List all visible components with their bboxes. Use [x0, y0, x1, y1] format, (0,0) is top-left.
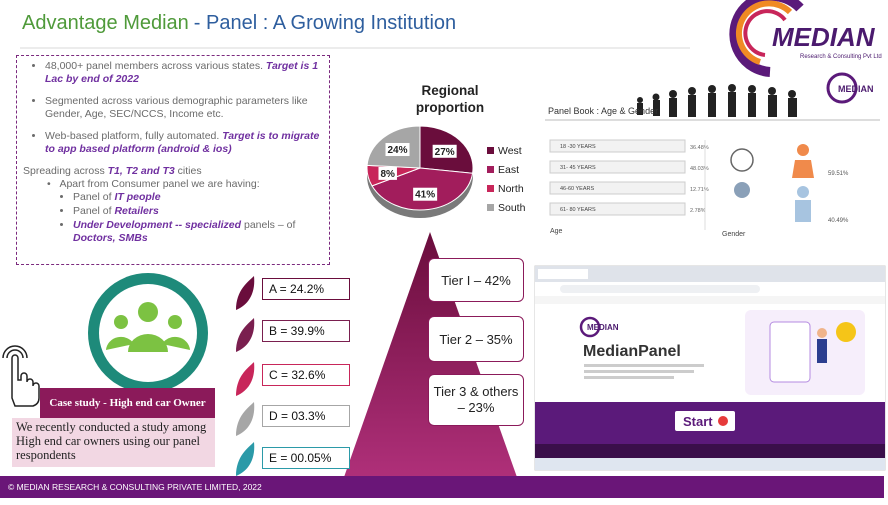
age-row — [549, 139, 686, 153]
legend-swatch — [487, 166, 494, 173]
grade-box: B = 39.9% — [262, 320, 350, 342]
item-text: Panel of — [73, 191, 112, 203]
item-emphasis: Under Development -- — [73, 219, 183, 231]
item-text: panels – of — [243, 219, 296, 231]
item-emphasis: specialized — [185, 219, 242, 231]
other-panels-intro: • Apart from Consumer panel we are havin… — [47, 178, 260, 190]
svg-text:MEDIAN: MEDIAN — [838, 84, 874, 94]
legend-label: North — [498, 183, 524, 195]
age-range: 18 -30 YEARS — [560, 144, 596, 150]
point-emphasis: Target is to migrate to app based platfo… — [45, 130, 320, 155]
point: 48,000+ panel members across various sta… — [45, 60, 323, 86]
age-row — [549, 181, 686, 195]
age-share: 36.48% — [690, 145, 709, 151]
point-text: 48,000+ panel members across various sta… — [45, 60, 263, 72]
app-button[interactable]: Start — [683, 414, 713, 429]
age-range: 46-60 YEARS — [560, 186, 594, 192]
gender-share: 59.51% — [828, 171, 849, 177]
leaves — [236, 276, 255, 476]
legend-swatch — [487, 147, 494, 154]
intro-text: Apart from Consumer panel we are having: — [59, 178, 260, 190]
footer: © MEDIAN RESEARCH & CONSULTING PRIVATE L… — [0, 476, 884, 498]
panel-item: Panel of Retailers — [73, 205, 323, 218]
age-share: 48.03% — [690, 166, 709, 172]
age-share: 12.71% — [690, 187, 709, 193]
pie-label: 24% — [387, 145, 407, 156]
panel-book-image: MEDIAN Panel Book : Age & Gender 18 -30 … — [540, 72, 885, 248]
age-share: 2.78% — [690, 208, 706, 214]
logo: MEDIAN Research & Consulting Pvt Ltd — [729, 0, 882, 77]
legend-label: West — [498, 145, 522, 157]
case-study-text: We recently conducted a study among High… — [12, 418, 215, 467]
case-study-title: Case study - High end car Owner — [40, 388, 215, 418]
legend-swatch — [487, 204, 494, 211]
pie-label-bg — [385, 143, 410, 157]
item-text: Panel of — [73, 205, 112, 217]
panel-icon — [88, 273, 208, 393]
grade-box: C = 32.6% — [262, 364, 350, 386]
legend-label: East — [498, 164, 519, 176]
title: Advantage Median - Panel : A Growing Inst… — [22, 12, 456, 35]
tier-box: Tier 2 – 35% — [428, 316, 524, 362]
pie-label-bg — [378, 166, 397, 180]
spread-emphasis: T1, T2 and T3 — [107, 165, 175, 177]
pie-label: 41% — [415, 190, 435, 201]
grade-box: D = 03.3% — [262, 405, 350, 427]
title-rest: - Panel : A Growing Institution — [193, 12, 457, 34]
pie-label-bg — [432, 144, 457, 158]
item-emphasis: Retailers — [114, 205, 159, 217]
gender-label: Gender — [722, 231, 746, 238]
pie-label-bg — [413, 187, 438, 201]
hand-icon — [2, 345, 40, 407]
spread-text: Spreading across — [23, 165, 105, 177]
age-range: 61- 80 YEARS — [560, 207, 596, 213]
panel-item: Under Development -- specialized panels … — [73, 219, 323, 245]
title-brand: Advantage Median — [22, 12, 189, 34]
item-emphasis: IT people — [114, 191, 161, 203]
point-text: Web-based platform, fully automated. — [45, 130, 220, 142]
logo-tagline: Research & Consulting Pvt Ltd — [800, 54, 882, 60]
pie-title: Regional proportion — [415, 83, 485, 115]
grade-box: A = 24.2% — [262, 278, 350, 300]
panel-item: Panel of IT people — [73, 191, 323, 204]
grade-box: E = 00.05% — [262, 447, 350, 469]
point-emphasis: Target is 1 Lac by end of 2022 — [45, 60, 319, 85]
app-screenshot: MEDIAN MedianPanel Start — [534, 265, 886, 471]
app-name: MedianPanel — [583, 343, 681, 360]
point: Web-based platform, fully automated. Tar… — [45, 130, 323, 156]
spread: Spreading across T1, T2 and T3 cities — [23, 165, 323, 178]
point: Segmented across various demographic par… — [45, 95, 323, 121]
gender-share: 40.49% — [828, 218, 849, 224]
highlights-box: 48,000+ panel members across various sta… — [16, 55, 330, 265]
age-row — [549, 202, 686, 216]
legend-label: South — [498, 202, 526, 214]
tier-box: Tier 3 & others – 23% — [428, 374, 524, 426]
logo-name: MEDIAN — [772, 22, 876, 52]
pie-label: 8% — [380, 169, 395, 180]
silhouettes — [637, 84, 797, 117]
spread-text: cities — [177, 165, 202, 177]
legend-swatch — [487, 185, 494, 192]
item-emphasis: Doctors, SMBs — [73, 232, 148, 244]
pie-label: 27% — [435, 147, 455, 158]
age-range: 31- 45 YEARS — [560, 165, 596, 171]
age-row — [549, 160, 686, 174]
point-text: Segmented across various demographic par… — [45, 95, 308, 120]
age-label: Age — [550, 228, 563, 235]
app-brand: MEDIAN — [587, 323, 619, 332]
panel-book-title: Panel Book : Age & Gender — [548, 106, 658, 116]
tier-box: Tier I – 42% — [428, 258, 524, 302]
